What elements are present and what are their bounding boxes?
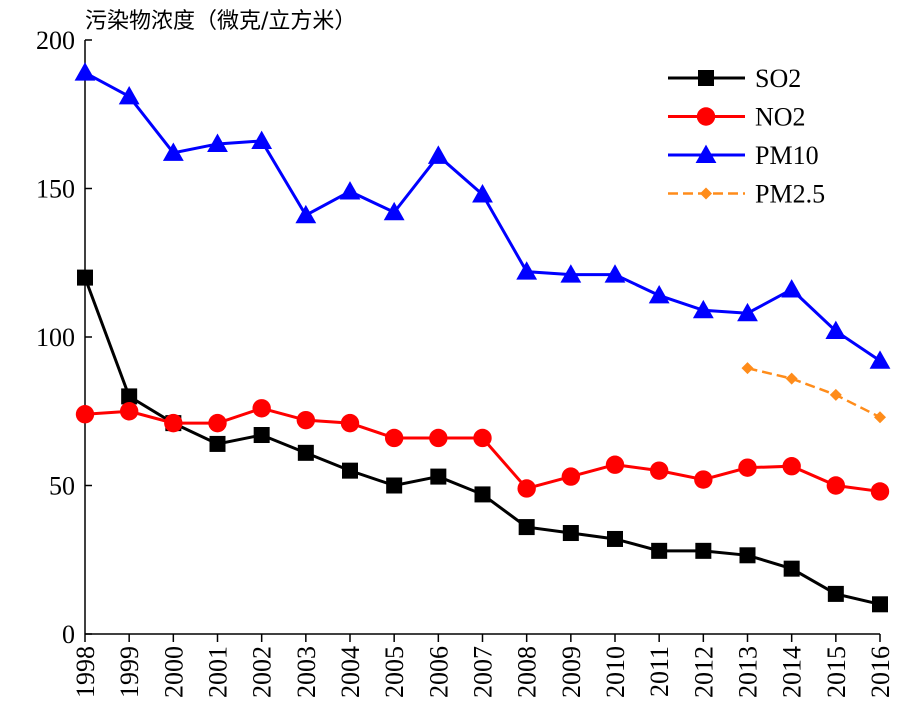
marker — [825, 320, 847, 340]
marker — [119, 402, 139, 421]
marker — [517, 479, 536, 498]
legend-label: NO2 — [755, 103, 806, 132]
marker — [516, 261, 538, 280]
marker — [162, 142, 184, 161]
x-tick-label: 2014 — [778, 646, 807, 698]
marker — [339, 181, 361, 200]
marker — [695, 542, 712, 559]
marker — [383, 201, 405, 221]
x-tick-label: 1999 — [115, 646, 144, 698]
x-tick-label: 2013 — [734, 646, 763, 698]
series-line — [84, 406, 881, 493]
marker — [562, 525, 579, 542]
legend-label: SO2 — [755, 64, 801, 93]
marker — [648, 285, 670, 304]
marker — [77, 269, 93, 286]
x-tick-label: 2010 — [601, 646, 630, 698]
legend-label: PM2.5 — [755, 180, 825, 209]
x-tick-label: 2003 — [292, 646, 321, 698]
marker — [474, 486, 491, 503]
y-tick-label: 0 — [62, 620, 75, 649]
marker — [874, 411, 886, 424]
x-tick-label: 2006 — [424, 646, 453, 698]
marker — [207, 133, 228, 152]
marker — [782, 456, 801, 476]
marker — [607, 530, 623, 547]
marker — [785, 372, 798, 385]
x-tick-label: 2001 — [204, 646, 233, 698]
marker — [604, 264, 626, 283]
x-tick-label: 2007 — [469, 646, 498, 698]
x-tick-label: 2008 — [513, 646, 542, 698]
marker — [826, 476, 846, 495]
x-tick-label: 2009 — [557, 646, 586, 698]
legend-marker — [700, 187, 712, 200]
series-line — [747, 366, 881, 419]
legend-marker — [695, 144, 717, 163]
marker — [783, 560, 800, 577]
marker — [473, 428, 492, 448]
marker — [121, 388, 138, 405]
x-tick-label: 2015 — [822, 646, 851, 698]
marker — [118, 86, 140, 105]
marker — [518, 519, 535, 536]
x-tick-label: 2005 — [380, 646, 409, 698]
legend-marker — [698, 70, 714, 86]
marker — [342, 462, 358, 479]
marker — [651, 542, 668, 559]
y-tick-label: 200 — [36, 26, 75, 55]
marker — [252, 399, 271, 418]
chart-title: 污染物浓度（微克/立方米） — [85, 9, 356, 34]
marker — [694, 470, 713, 489]
y-tick-label: 100 — [36, 323, 75, 352]
marker — [605, 455, 625, 474]
marker — [472, 184, 493, 203]
marker — [209, 435, 226, 452]
marker — [827, 585, 844, 602]
marker — [296, 410, 316, 430]
marker — [340, 413, 360, 433]
marker — [251, 130, 273, 149]
marker — [781, 279, 803, 298]
marker — [386, 477, 403, 494]
marker — [295, 204, 317, 224]
marker — [429, 428, 448, 448]
marker — [741, 362, 754, 375]
marker — [430, 468, 447, 485]
marker — [649, 461, 669, 480]
marker — [208, 413, 227, 433]
marker — [739, 547, 756, 564]
x-tick-label: 2011 — [645, 646, 674, 697]
marker — [297, 444, 314, 461]
marker — [829, 388, 842, 401]
x-tick-label: 2002 — [248, 646, 277, 698]
marker — [870, 482, 890, 501]
marker — [253, 427, 270, 444]
x-tick-label: 2012 — [689, 646, 718, 698]
marker — [561, 467, 581, 486]
x-tick-label: 2000 — [159, 646, 188, 698]
y-tick-label: 150 — [36, 175, 75, 204]
y-tick-label: 50 — [49, 472, 75, 501]
marker — [384, 428, 404, 448]
legend-marker — [696, 107, 716, 126]
x-tick-label: 2016 — [866, 646, 895, 698]
x-tick-label: 1998 — [71, 646, 100, 698]
marker — [427, 145, 449, 164]
marker — [560, 264, 582, 283]
marker — [872, 596, 888, 613]
marker — [74, 62, 96, 81]
legend-label: PM10 — [755, 141, 819, 170]
marker — [164, 413, 183, 433]
marker — [75, 405, 95, 424]
marker — [737, 302, 758, 322]
x-tick-label: 2004 — [336, 646, 365, 698]
marker — [692, 299, 714, 319]
marker — [869, 350, 891, 369]
marker — [738, 458, 757, 477]
